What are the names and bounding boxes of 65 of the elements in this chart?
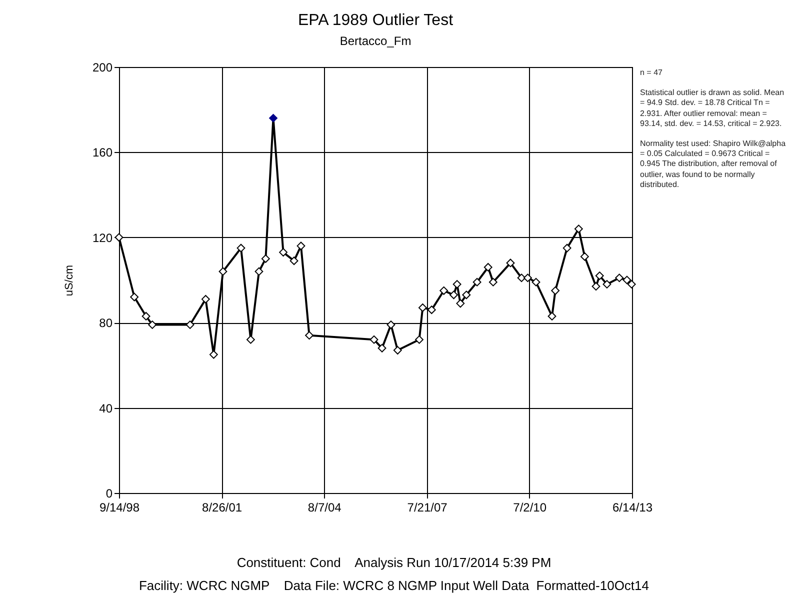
point bbox=[305, 331, 314, 340]
point bbox=[488, 278, 498, 286]
point bbox=[592, 282, 600, 291]
y-tick-label: 120 bbox=[92, 230, 113, 245]
point bbox=[506, 258, 515, 268]
point bbox=[622, 276, 632, 284]
point bbox=[279, 248, 288, 257]
point bbox=[440, 286, 448, 295]
point bbox=[148, 320, 157, 329]
point bbox=[517, 274, 526, 282]
point bbox=[261, 254, 270, 263]
point bbox=[236, 244, 246, 252]
point bbox=[548, 312, 556, 320]
point bbox=[472, 278, 482, 286]
point bbox=[627, 280, 636, 288]
point bbox=[386, 320, 396, 329]
text: Facility: WCRC NGMP Data File: WCRC 8 NGMP Input Well Data Formatted-10Oct14 bbox=[138, 578, 650, 593]
y-tick-label: 200 bbox=[92, 60, 113, 74]
point bbox=[186, 320, 194, 329]
y-tick-label: 160 bbox=[92, 146, 113, 160]
text: Normality test used: Shapiro Wilk@alpha = 0.05 Calculated = 0.9673 Critical = 0.945 The distribution, after removal of outlier, was found to be normally distributed. bbox=[640, 139, 786, 190]
point bbox=[130, 292, 139, 302]
point bbox=[370, 335, 378, 344]
point bbox=[254, 267, 264, 276]
point bbox=[427, 306, 436, 314]
chart-title: EPA 1989 Outlier Test bbox=[298, 12, 454, 29]
x-tick-label: 7/21/07 bbox=[407, 500, 448, 514]
point bbox=[580, 252, 589, 261]
y-axis-title: uS/cm bbox=[63, 264, 76, 296]
point bbox=[456, 299, 465, 308]
point bbox=[209, 350, 218, 359]
x-tick-label: 8/7/04 bbox=[308, 500, 342, 514]
x-tick-label: 6/14/13 bbox=[612, 500, 653, 514]
point bbox=[218, 267, 228, 276]
text: n = 47 bbox=[640, 68, 664, 78]
point bbox=[484, 263, 492, 272]
point bbox=[595, 272, 604, 280]
x-tick-label: 7/2/10 bbox=[513, 500, 547, 514]
point bbox=[378, 344, 386, 352]
point bbox=[452, 280, 462, 288]
point bbox=[269, 114, 278, 122]
y-tick-label: 40 bbox=[99, 401, 113, 416]
point bbox=[462, 290, 471, 300]
y-tick-label: 80 bbox=[99, 316, 113, 330]
point bbox=[551, 286, 560, 295]
y-tick-label: 0 bbox=[106, 486, 113, 500]
point bbox=[418, 303, 427, 312]
point bbox=[562, 244, 572, 252]
point bbox=[201, 294, 210, 304]
point bbox=[290, 256, 298, 266]
text: Constituent: Cond Analysis Run 10/17/2014 5:39 PM bbox=[236, 555, 552, 570]
point bbox=[524, 274, 532, 282]
point bbox=[415, 335, 424, 344]
point bbox=[532, 278, 540, 286]
text: Statistical outlier is drawn as solid. Mean = 94.9 Std. dev. = 18.78 Critical Tn = 2.931. After outlier removal: mean = 93.14, std. dev. = 14.53, critical = 2.923. bbox=[640, 88, 786, 130]
point bbox=[142, 312, 150, 320]
x-tick-label: 8/26/01 bbox=[202, 500, 242, 514]
point bbox=[602, 280, 612, 288]
point bbox=[450, 290, 458, 300]
point bbox=[574, 224, 583, 234]
point bbox=[615, 274, 624, 282]
point bbox=[296, 242, 306, 250]
point bbox=[393, 346, 402, 354]
chart-subtitle: Bertacco_Fm bbox=[340, 34, 412, 48]
x-tick-label: 9/14/98 bbox=[99, 500, 140, 514]
